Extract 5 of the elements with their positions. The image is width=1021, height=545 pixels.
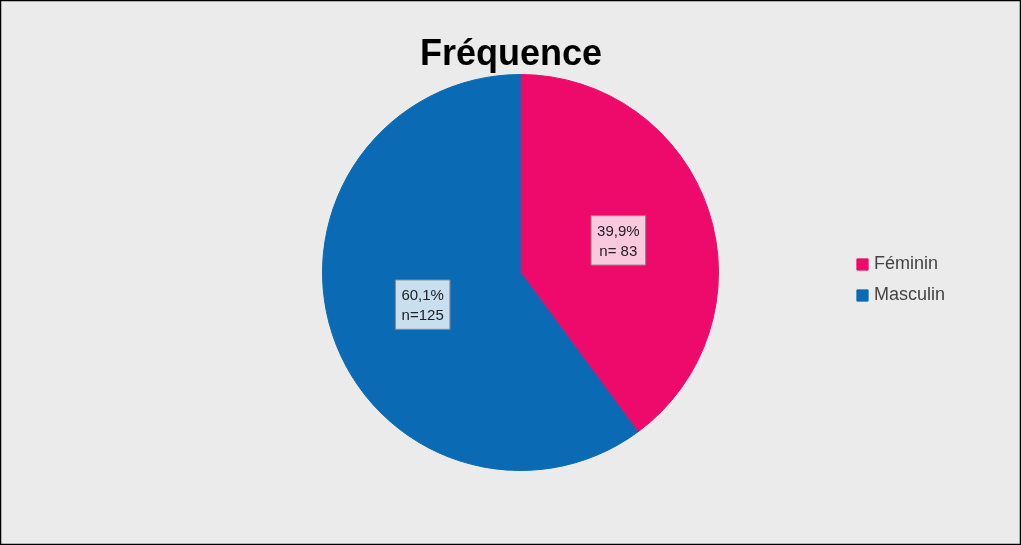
legend-label: Masculin (874, 284, 946, 305)
data-label: 60,1% n=125 (401, 285, 444, 324)
data-label: 39,9% n= 83 (597, 221, 640, 260)
chart-title: Fréquence (419, 32, 603, 73)
legend-label: Féminin (874, 253, 939, 274)
